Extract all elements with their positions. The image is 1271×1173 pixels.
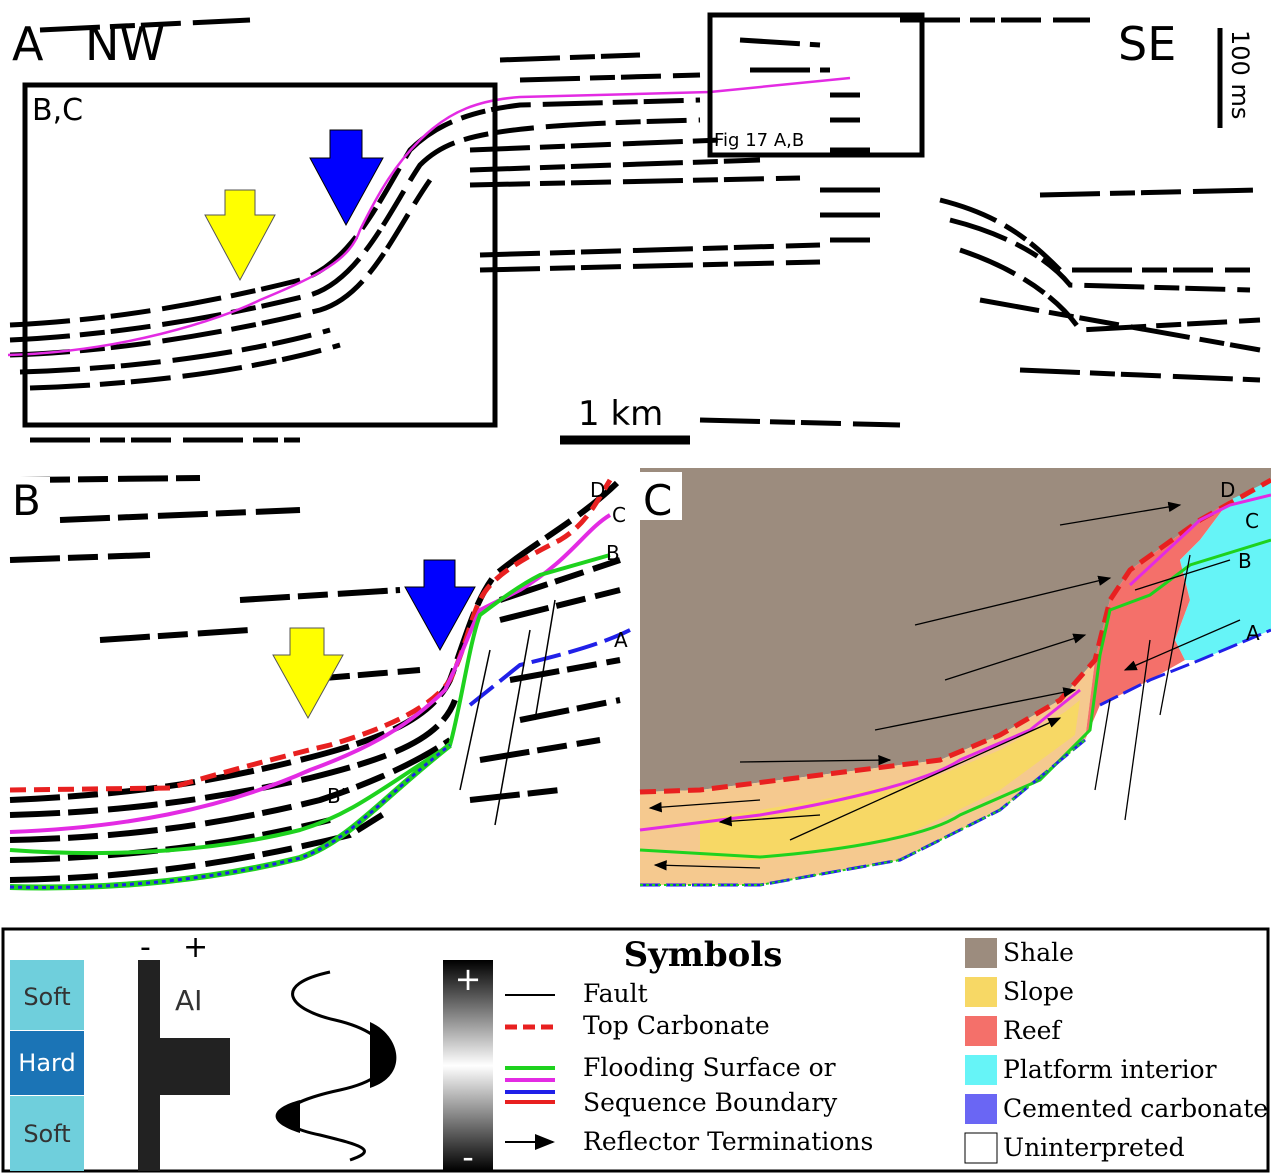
panel-label: B: [12, 476, 41, 525]
symbol-label: Flooding Surface or: [583, 1053, 836, 1082]
panel-c: C D C B A: [640, 468, 1271, 885]
symbol-label: Reflector Terminations: [583, 1127, 873, 1156]
facies-label: Reef: [1003, 1016, 1062, 1045]
panel-label: C: [643, 476, 672, 525]
horizon-label: D: [1220, 478, 1235, 502]
facies-label: Uninterpreted: [1003, 1133, 1185, 1162]
horizon-label: A: [1246, 621, 1260, 645]
panel-a: A NW SE 100 ms B,C Fig 17 A,B 1 km: [8, 15, 1260, 440]
yellow-arrow: [205, 190, 275, 280]
horizon-label: D: [590, 478, 605, 502]
symbols-title: Symbols: [624, 935, 783, 975]
layer-label: Hard: [18, 1049, 75, 1077]
legend: Soft Hard Soft - + AI + - Symbols Fault …: [3, 929, 1268, 1173]
facies-label: Shale: [1003, 938, 1074, 967]
facies-swatch: [965, 977, 997, 1007]
horizon-label: B': [327, 784, 346, 808]
panel-label: A: [12, 17, 44, 71]
scale-label: 100 ms: [1226, 30, 1254, 119]
figure: A NW SE 100 ms B,C Fig 17 A,B 1 km B D C…: [0, 0, 1271, 1173]
inset-label: B,C: [32, 93, 83, 128]
inset-label: Fig 17 A,B: [714, 130, 804, 151]
panel-b: B D C B A B': [10, 476, 630, 887]
direction-label: SE: [1118, 17, 1176, 71]
amplitude-sign: +: [455, 960, 482, 998]
scale-label: 1 km: [578, 394, 663, 434]
amplitude-sign: -: [462, 1138, 474, 1173]
ai-sign: -: [140, 930, 151, 965]
facies-label: Platform interior: [1003, 1055, 1217, 1084]
layer-label: Soft: [23, 983, 70, 1011]
direction-label: NW: [85, 17, 165, 71]
horizon-label: B: [606, 541, 620, 565]
ai-label: AI: [175, 984, 202, 1017]
facies-swatch: [965, 1055, 997, 1085]
symbol-label: Sequence Boundary: [583, 1088, 838, 1117]
layer-label: Soft: [23, 1120, 70, 1148]
horizon-label: C: [612, 503, 626, 527]
facies-swatch: [965, 938, 997, 968]
facies-label: Slope: [1003, 977, 1074, 1006]
horizon-label: C: [1245, 509, 1259, 533]
facies-swatch: [965, 1094, 997, 1124]
horizon-label: B: [1238, 549, 1252, 573]
symbol-label: Fault: [583, 979, 648, 1008]
facies-swatch: [965, 1016, 997, 1046]
facies-swatch: [965, 1133, 997, 1163]
facies-label: Cemented carbonate: [1003, 1094, 1268, 1123]
yellow-arrow: [273, 628, 343, 718]
horizon-label: A: [614, 628, 628, 652]
ai-sign: +: [183, 930, 208, 965]
symbol-label: Top Carbonate: [583, 1011, 770, 1040]
